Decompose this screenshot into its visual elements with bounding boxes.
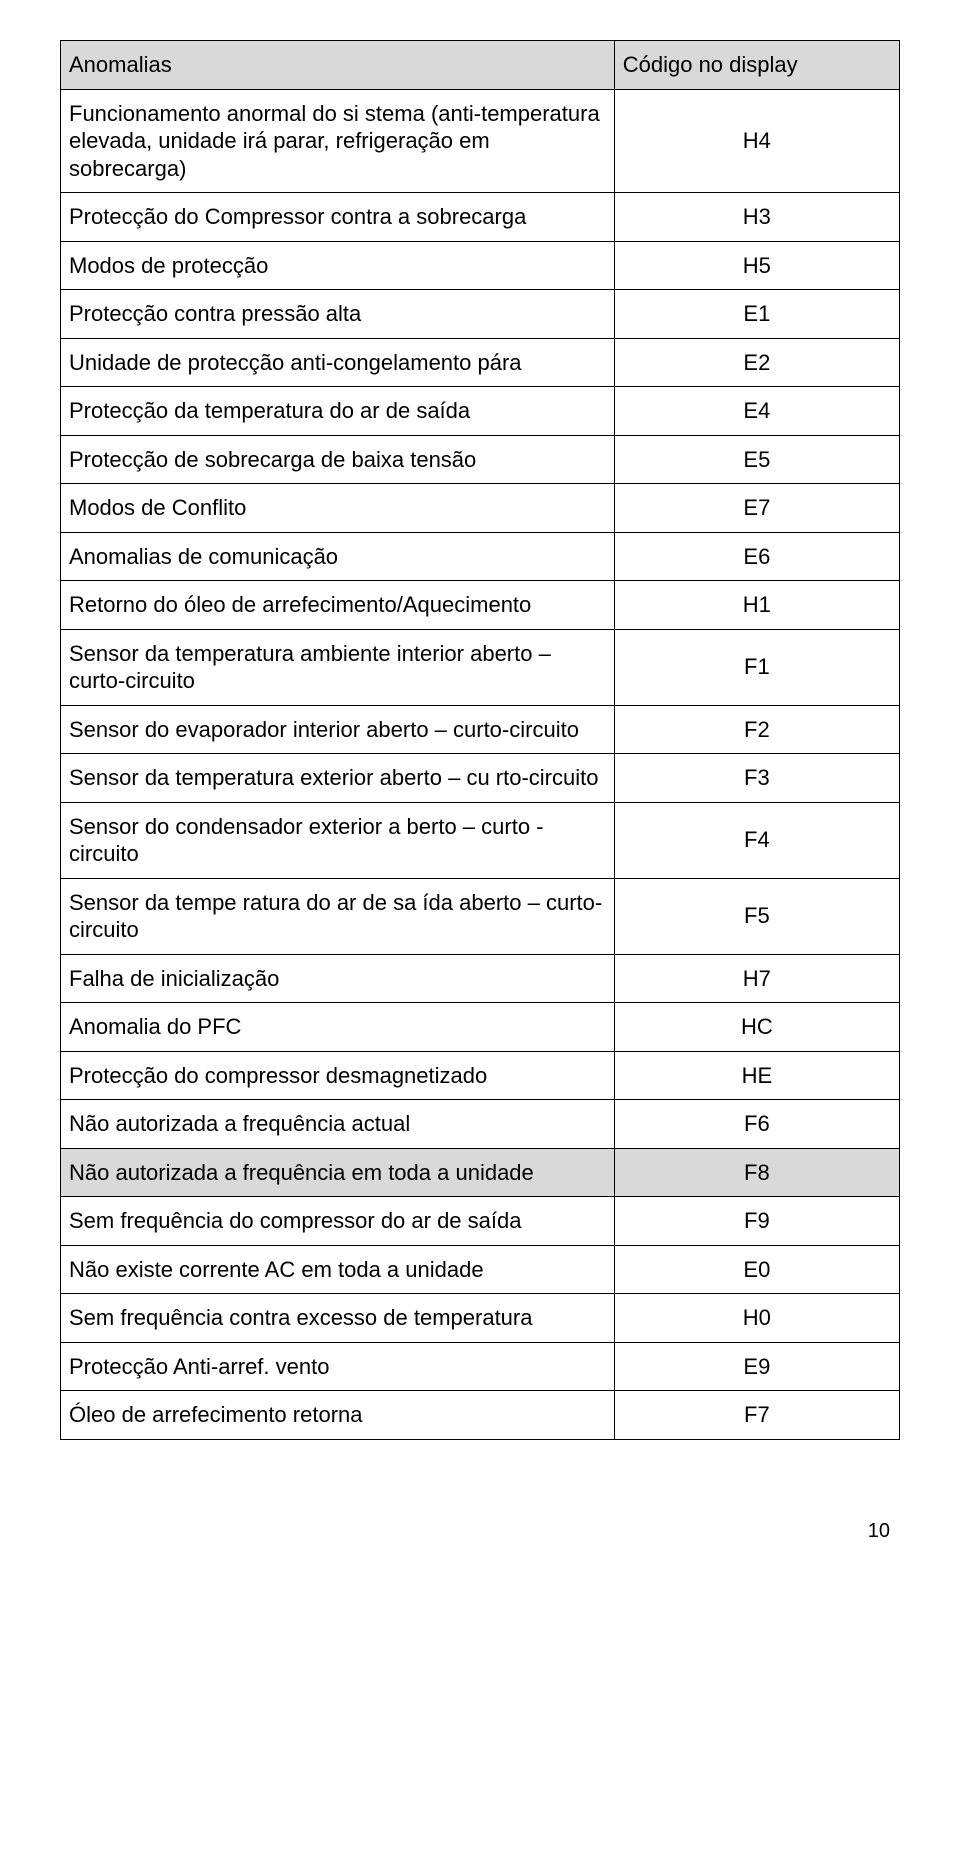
anomaly-label: Sensor da temperatura ambiente interior … [61, 629, 615, 705]
anomaly-code: F5 [614, 878, 899, 954]
anomaly-label: Protecção do compressor desmagnetizado [61, 1051, 615, 1100]
anomaly-code: H0 [614, 1294, 899, 1343]
anomaly-code: E7 [614, 484, 899, 533]
table-row: Funcionamento anormal do si stema (anti-… [61, 89, 900, 193]
anomaly-label: Sem frequência do compressor do ar de sa… [61, 1197, 615, 1246]
anomaly-label: Sensor do condensador exterior a berto –… [61, 802, 615, 878]
table-row: Sensor da temperatura ambiente interior … [61, 629, 900, 705]
anomaly-code: F3 [614, 754, 899, 803]
table-row: Não autorizada a frequência actual F6 [61, 1100, 900, 1149]
table-row: Sensor do evaporador interior aberto – c… [61, 705, 900, 754]
table-row: Modos de protecção H5 [61, 241, 900, 290]
anomaly-label: Protecção da temperatura do ar de saída [61, 387, 615, 436]
anomaly-code: H4 [614, 89, 899, 193]
table-row: Sem frequência contra excesso de tempera… [61, 1294, 900, 1343]
table-row: Sem frequência do compressor do ar de sa… [61, 1197, 900, 1246]
anomaly-label: Protecção de sobrecarga de baixa tensão [61, 435, 615, 484]
anomaly-code: HC [614, 1003, 899, 1052]
anomaly-code: F8 [614, 1148, 899, 1197]
anomaly-label: Retorno do óleo de arrefecimento/Aquecim… [61, 581, 615, 630]
table-row: Não autorizada a frequência em toda a un… [61, 1148, 900, 1197]
anomaly-label: Óleo de arrefecimento retorna [61, 1391, 615, 1440]
anomaly-code: E6 [614, 532, 899, 581]
anomaly-code: H7 [614, 954, 899, 1003]
anomaly-label: Protecção contra pressão alta [61, 290, 615, 339]
anomaly-code: E0 [614, 1245, 899, 1294]
header-anomalies: Anomalias [61, 41, 615, 90]
anomaly-code: E1 [614, 290, 899, 339]
table-row: Unidade de protecção anti-congelamento p… [61, 338, 900, 387]
anomaly-label: Protecção do Compressor contra a sobreca… [61, 193, 615, 242]
table-row: Óleo de arrefecimento retorna F7 [61, 1391, 900, 1440]
anomaly-code: E4 [614, 387, 899, 436]
table-row: Protecção do Compressor contra a sobreca… [61, 193, 900, 242]
table-row: Sensor da tempe ratura do ar de sa ída a… [61, 878, 900, 954]
anomaly-label: Modos de Conflito [61, 484, 615, 533]
table-row: Retorno do óleo de arrefecimento/Aquecim… [61, 581, 900, 630]
anomaly-code: H5 [614, 241, 899, 290]
table-row: Protecção Anti-arref. vento E9 [61, 1342, 900, 1391]
anomaly-code: F9 [614, 1197, 899, 1246]
anomaly-label: Protecção Anti-arref. vento [61, 1342, 615, 1391]
table-row: Anomalia do PFC HC [61, 1003, 900, 1052]
table-row: Falha de inicialização H7 [61, 954, 900, 1003]
table-row: Protecção do compressor desmagnetizado H… [61, 1051, 900, 1100]
table-row: Não existe corrente AC em toda a unidade… [61, 1245, 900, 1294]
table-row: Protecção de sobrecarga de baixa tensão … [61, 435, 900, 484]
table-row: Protecção da temperatura do ar de saída … [61, 387, 900, 436]
anomalies-table: Anomalias Código no display Funcionament… [60, 40, 900, 1440]
table-row: Anomalias de comunicação E6 [61, 532, 900, 581]
anomaly-label: Unidade de protecção anti-congelamento p… [61, 338, 615, 387]
header-code: Código no display [614, 41, 899, 90]
anomaly-label: Funcionamento anormal do si stema (anti-… [61, 89, 615, 193]
anomaly-label: Anomalias de comunicação [61, 532, 615, 581]
anomaly-code: H1 [614, 581, 899, 630]
anomaly-code: F2 [614, 705, 899, 754]
anomaly-label: Sensor do evaporador interior aberto – c… [61, 705, 615, 754]
anomaly-label: Não autorizada a frequência em toda a un… [61, 1148, 615, 1197]
anomaly-code: F4 [614, 802, 899, 878]
anomaly-code: H3 [614, 193, 899, 242]
table-row: Modos de Conflito E7 [61, 484, 900, 533]
anomaly-code: E2 [614, 338, 899, 387]
anomaly-label: Sensor da tempe ratura do ar de sa ída a… [61, 878, 615, 954]
anomaly-code: F7 [614, 1391, 899, 1440]
anomaly-label: Sem frequência contra excesso de tempera… [61, 1294, 615, 1343]
anomaly-code: F1 [614, 629, 899, 705]
anomaly-code: F6 [614, 1100, 899, 1149]
table-row: Sensor da temperatura exterior aberto – … [61, 754, 900, 803]
page-number: 10 [0, 1470, 960, 1543]
anomaly-code: HE [614, 1051, 899, 1100]
anomaly-label: Não autorizada a frequência actual [61, 1100, 615, 1149]
anomaly-code: E5 [614, 435, 899, 484]
anomaly-code: E9 [614, 1342, 899, 1391]
table-row: Protecção contra pressão alta E1 [61, 290, 900, 339]
anomaly-label: Falha de inicialização [61, 954, 615, 1003]
anomaly-label: Anomalia do PFC [61, 1003, 615, 1052]
anomaly-label: Não existe corrente AC em toda a unidade [61, 1245, 615, 1294]
anomaly-label: Sensor da temperatura exterior aberto – … [61, 754, 615, 803]
table-row: Sensor do condensador exterior a berto –… [61, 802, 900, 878]
anomaly-label: Modos de protecção [61, 241, 615, 290]
